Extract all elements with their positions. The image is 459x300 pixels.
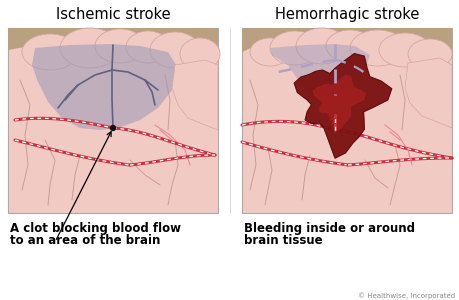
Polygon shape — [293, 53, 391, 158]
Ellipse shape — [249, 38, 289, 66]
FancyBboxPatch shape — [8, 28, 218, 213]
Ellipse shape — [179, 38, 219, 70]
Ellipse shape — [126, 31, 170, 63]
Polygon shape — [269, 44, 369, 96]
Ellipse shape — [295, 28, 347, 64]
Ellipse shape — [150, 32, 200, 68]
Ellipse shape — [22, 34, 78, 70]
Polygon shape — [8, 28, 218, 50]
Polygon shape — [312, 74, 365, 132]
Ellipse shape — [269, 31, 319, 65]
Text: Ischemic stroke: Ischemic stroke — [56, 7, 170, 22]
Text: Hemorrhagic stroke: Hemorrhagic stroke — [274, 7, 418, 22]
Ellipse shape — [325, 30, 373, 62]
Ellipse shape — [349, 30, 405, 66]
Circle shape — [110, 125, 115, 130]
Text: A clot blocking blood flow: A clot blocking blood flow — [10, 222, 180, 235]
Text: brain tissue: brain tissue — [243, 234, 322, 247]
Ellipse shape — [378, 33, 430, 67]
Text: © Healthwise, Incorporated: © Healthwise, Incorporated — [357, 292, 454, 299]
Text: Bleeding inside or around: Bleeding inside or around — [243, 222, 414, 235]
Polygon shape — [32, 44, 178, 130]
Ellipse shape — [407, 39, 451, 69]
Text: to an area of the brain: to an area of the brain — [10, 234, 160, 247]
Ellipse shape — [60, 28, 120, 68]
Polygon shape — [404, 58, 451, 128]
Polygon shape — [241, 28, 451, 52]
FancyBboxPatch shape — [241, 28, 451, 213]
Ellipse shape — [95, 29, 145, 63]
Polygon shape — [172, 60, 218, 130]
